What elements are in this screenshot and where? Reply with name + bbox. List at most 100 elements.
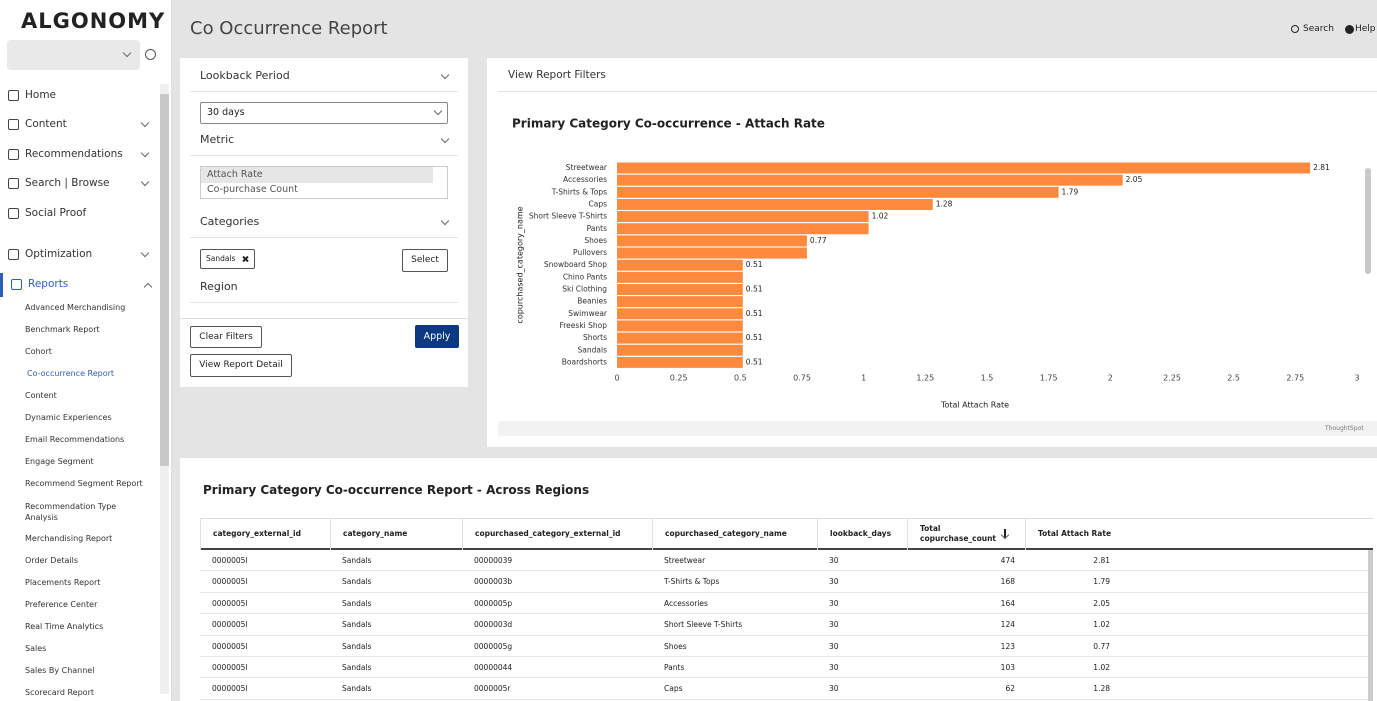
menu-label: Recommendations: [25, 148, 123, 160]
option-label: Attach Rate: [207, 169, 263, 180]
menu-icon: [8, 178, 19, 189]
chevron: [140, 118, 150, 128]
column-header[interactable]: lookback_days: [817, 518, 907, 550]
bar: [617, 259, 743, 271]
metric-option[interactable]: Co-purchase Count: [201, 182, 433, 198]
menu-item[interactable]: Home: [0, 84, 158, 108]
table-cell: 103: [1000, 663, 1015, 672]
y-tick-label: Caps: [588, 199, 607, 208]
y-tick-label: T-Shirts & Tops: [551, 187, 607, 196]
apply-button[interactable]: Apply: [415, 325, 459, 348]
table-cell: 0000005l: [212, 641, 248, 651]
filter-label: Metric: [200, 133, 235, 146]
submenu-label: Sales: [25, 644, 47, 653]
chip-label: Sandals: [206, 254, 236, 263]
table-cell: 2.05: [1093, 598, 1110, 608]
header-label: category_name: [343, 529, 408, 538]
x-tick-label: 3: [1354, 374, 1359, 383]
column-header[interactable]: copurchased_category_name: [652, 518, 817, 550]
bar: [617, 211, 869, 223]
chevron: [143, 282, 153, 292]
chevron: [1000, 530, 1010, 540]
clear-button[interactable]: Clear Filters: [190, 326, 262, 348]
metric-list[interactable]: Attach Rate Co-purchase Count: [200, 166, 448, 199]
submenu-label: Recommend Segment Report: [25, 479, 143, 488]
menu-item[interactable]: Reports: [0, 273, 158, 297]
menu-item[interactable]: Social Proof: [0, 202, 158, 226]
column-header[interactable]: Total copurchase_count: [907, 518, 1025, 550]
table-scrollbar: [1368, 550, 1373, 701]
divider: [180, 318, 468, 319]
y-tick-label: Sandals: [578, 345, 608, 354]
table-cell: Pants: [664, 663, 685, 672]
bar: [617, 332, 743, 344]
detail-button[interactable]: View Report Detail: [190, 354, 292, 377]
submenu-label: Advanced Merchandising: [25, 303, 126, 312]
column-header[interactable]: copurchased_category_external_id: [462, 518, 652, 550]
table-cell: 0.77: [1093, 641, 1110, 651]
lookback-select[interactable]: 30 days: [200, 102, 448, 124]
sort-arrow: [1004, 529, 1006, 538]
page-title: Co Occurrence Report: [190, 18, 388, 39]
submenu-label: Preference Center: [25, 600, 98, 609]
x-tick-label: 1.25: [916, 374, 934, 383]
table-cell: 00000039: [474, 556, 513, 565]
menu-item[interactable]: Recommendations: [0, 143, 158, 167]
submenu-label: Engage Segment: [25, 457, 94, 466]
table-cell: Streetwear: [664, 556, 706, 565]
table-cell: 0000003d: [474, 620, 513, 630]
help-link[interactable]: Help: [1355, 24, 1376, 34]
metric-option[interactable]: Attach Rate: [201, 167, 433, 183]
y-tick-label: Snowboard Shop: [544, 260, 607, 269]
bar: [617, 162, 1311, 174]
table-cell: Sandals: [342, 556, 372, 565]
search-link[interactable]: Search: [1303, 24, 1334, 34]
x-tick-label: 0.75: [793, 374, 811, 383]
y-tick-label: Ski Clothing: [562, 285, 607, 294]
filter-panel: Lookback Period 30 days Metric Attach Rate C…: [180, 58, 468, 387]
data-label: 2.05: [1126, 175, 1143, 184]
site-dropdown[interactable]: [7, 40, 140, 70]
data-label: 1.28: [936, 199, 953, 208]
table-cell: 1.28: [1093, 684, 1110, 694]
chevron: [440, 134, 450, 144]
menu-item[interactable]: Optimization: [0, 243, 158, 267]
table-cell: 0000005l: [212, 620, 248, 630]
y-tick-label: Freeski Shop: [560, 321, 608, 330]
filter-label: Categories: [200, 215, 260, 228]
logo: ALGONOMY: [21, 9, 166, 33]
bar: [617, 284, 743, 295]
menu-icon: [8, 208, 19, 219]
menu-icon: [11, 279, 22, 290]
submenu-label: Email Recommendations: [25, 435, 125, 444]
header-label: copurchased_category_external_id: [475, 529, 621, 538]
divider: [190, 91, 458, 92]
chart-panel: View Report Filters ThoughtSpot Primary Ca…: [487, 58, 1377, 447]
bar: [617, 186, 1059, 198]
menu-item[interactable]: Search | Browse: [0, 172, 158, 196]
report-filters-toggle[interactable]: View Report Filters: [508, 69, 606, 81]
bar: [617, 344, 743, 356]
menu-item[interactable]: Content: [0, 113, 158, 137]
header-label: category_external_id: [213, 529, 301, 538]
column-header[interactable]: category_name: [330, 518, 462, 550]
select-button[interactable]: Select: [402, 249, 448, 272]
watermark: ThoughtSpot: [1325, 425, 1364, 432]
column-header[interactable]: category_external_id: [200, 518, 330, 550]
submenu-label: Co-occurrence Report: [27, 369, 115, 378]
column-header[interactable]: Total Attach Rate: [1025, 518, 1120, 550]
table-cell: Sandals: [342, 577, 372, 587]
search-icon: [1291, 25, 1299, 33]
category-chip[interactable]: Sandals: [200, 249, 255, 269]
table-row: [200, 614, 1373, 636]
table-cell: 0000005l: [212, 556, 248, 565]
table-cell: Accessories: [664, 598, 708, 608]
bar: [617, 223, 869, 235]
data-label: 0.51: [746, 260, 763, 269]
bar: [617, 356, 743, 368]
y-tick-label: Accessories: [563, 175, 607, 184]
divider: [190, 237, 458, 238]
data-label: 1.79: [1062, 187, 1079, 196]
table-cell: Sandals: [342, 598, 372, 608]
table-cell: 474: [1000, 556, 1015, 565]
